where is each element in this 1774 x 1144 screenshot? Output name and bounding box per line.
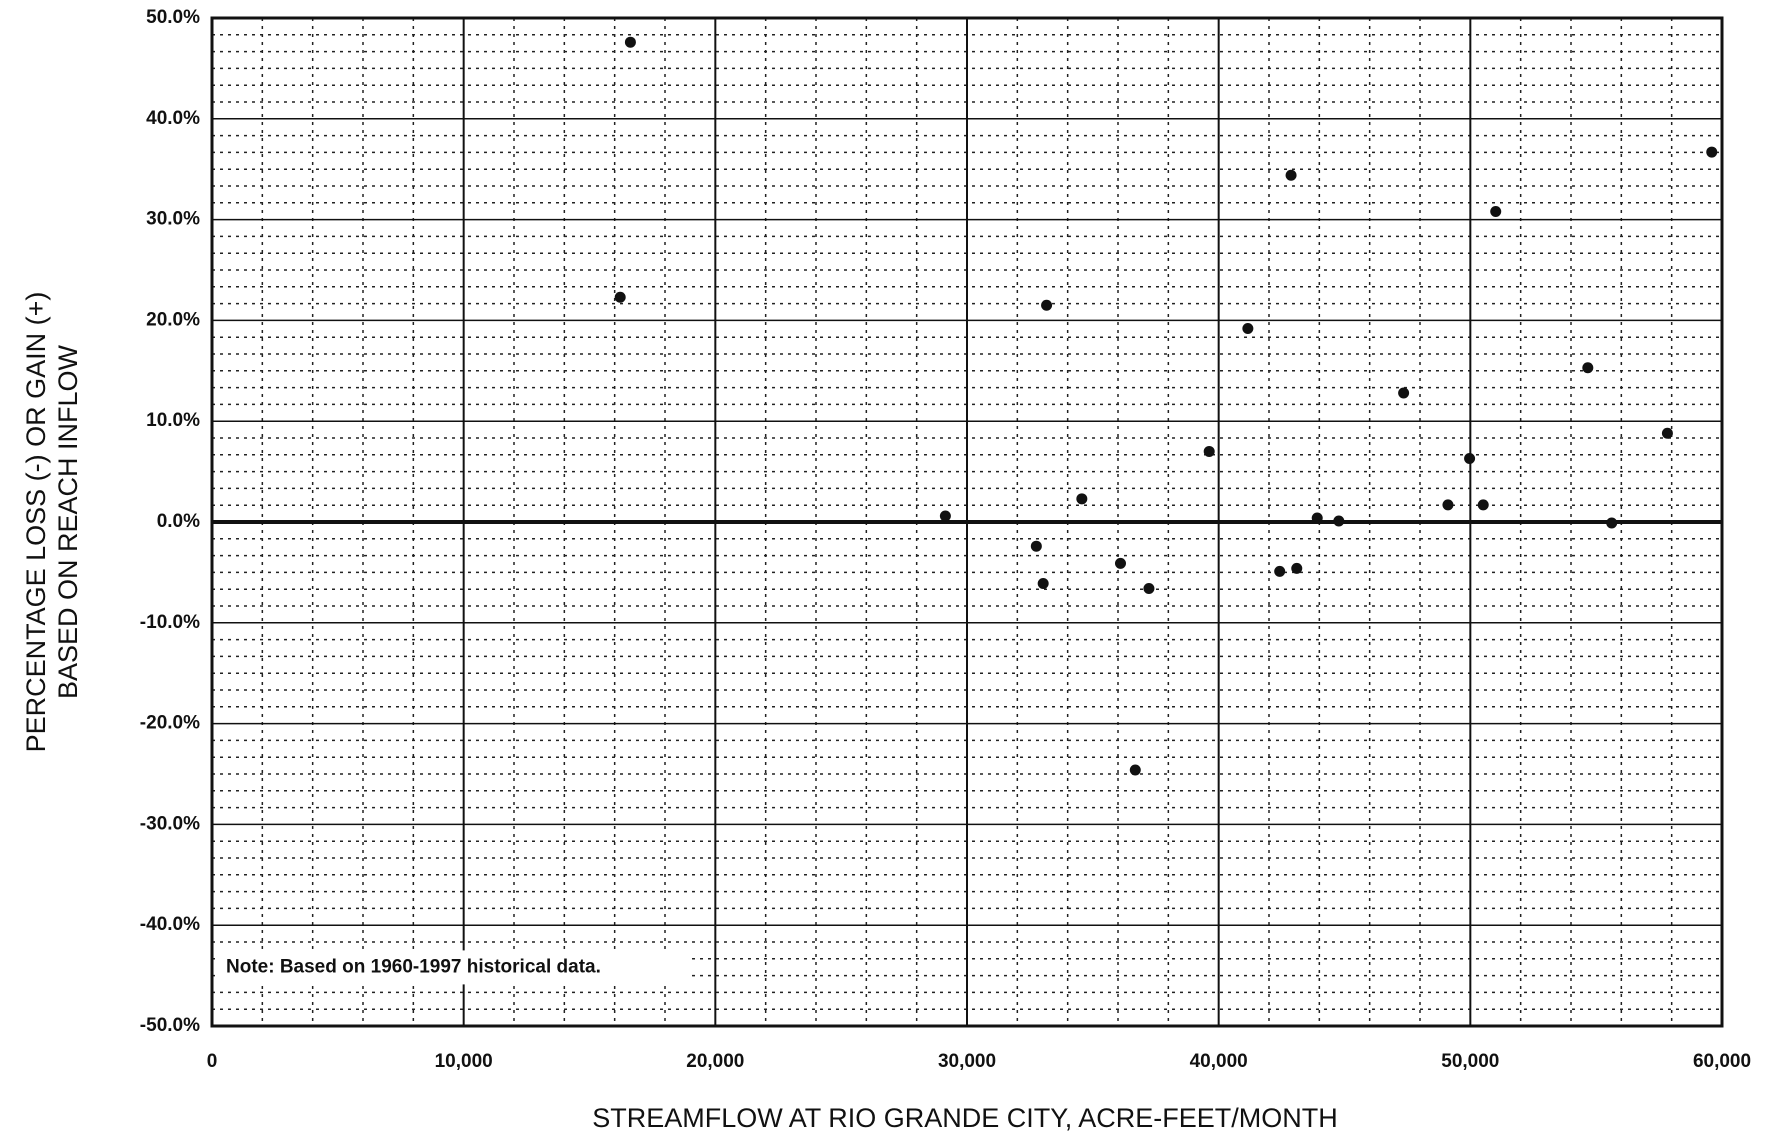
x-tick-label: 60,000 <box>1693 1051 1751 1072</box>
data-point <box>1143 583 1155 595</box>
data-point <box>624 36 636 48</box>
data-point <box>1242 322 1254 334</box>
data-point <box>1490 206 1502 218</box>
x-tick-label: 10,000 <box>435 1051 493 1072</box>
y-axis-label: PERCENTAGE LOSS (-) OR GAIN (+) <box>21 292 51 753</box>
data-point <box>1464 452 1476 464</box>
x-axis-label: STREAMFLOW AT RIO GRANDE CITY, ACRE-FEET… <box>592 1103 1338 1133</box>
annotation: Note: Based on 1960-1997 historical data… <box>226 956 601 977</box>
data-point <box>1285 169 1297 181</box>
x-tick-label: 40,000 <box>1190 1051 1248 1072</box>
data-point <box>614 291 626 303</box>
y-tick-label: 30.0% <box>146 209 200 230</box>
data-point <box>1661 427 1673 439</box>
plot-frame <box>210 16 1724 1028</box>
y-tick-label: 50.0% <box>146 7 200 28</box>
y-tick-label: -30.0% <box>140 813 200 834</box>
y-tick-label: -50.0% <box>140 1015 200 1036</box>
data-point <box>1030 540 1042 552</box>
data-point <box>1041 299 1053 311</box>
x-tick-label: 20,000 <box>686 1051 744 1072</box>
data-point <box>1129 764 1141 776</box>
data-point <box>1442 499 1454 511</box>
annotation-box <box>218 950 688 985</box>
data-point <box>1706 146 1718 158</box>
y-tick-label: 40.0% <box>146 108 200 129</box>
data-point <box>1477 499 1489 511</box>
data-point <box>1037 577 1049 589</box>
y-axis-label: BASED ON REACH INFLOW <box>53 344 83 699</box>
data-point <box>1114 557 1126 569</box>
data-point <box>1333 515 1345 527</box>
data-point <box>939 510 951 522</box>
y-tick-label: -40.0% <box>140 914 200 935</box>
y-tick-label: -20.0% <box>140 713 200 734</box>
data-point <box>1076 493 1088 505</box>
y-tick-label: 10.0% <box>146 410 200 431</box>
data-point <box>1311 512 1323 524</box>
data-point <box>1274 565 1286 577</box>
data-point <box>1582 362 1594 374</box>
y-tick-label: -10.0% <box>140 612 200 633</box>
data-point <box>1291 562 1303 574</box>
data-point <box>1203 445 1215 457</box>
data-point <box>1606 517 1618 529</box>
x-tick-label: 0 <box>207 1051 218 1072</box>
y-tick-label: 0.0% <box>157 511 200 532</box>
x-tick-label: 50,000 <box>1441 1051 1499 1072</box>
y-tick-label: 20.0% <box>146 309 200 330</box>
data-point <box>1398 387 1410 399</box>
x-tick-label: 30,000 <box>938 1051 996 1072</box>
